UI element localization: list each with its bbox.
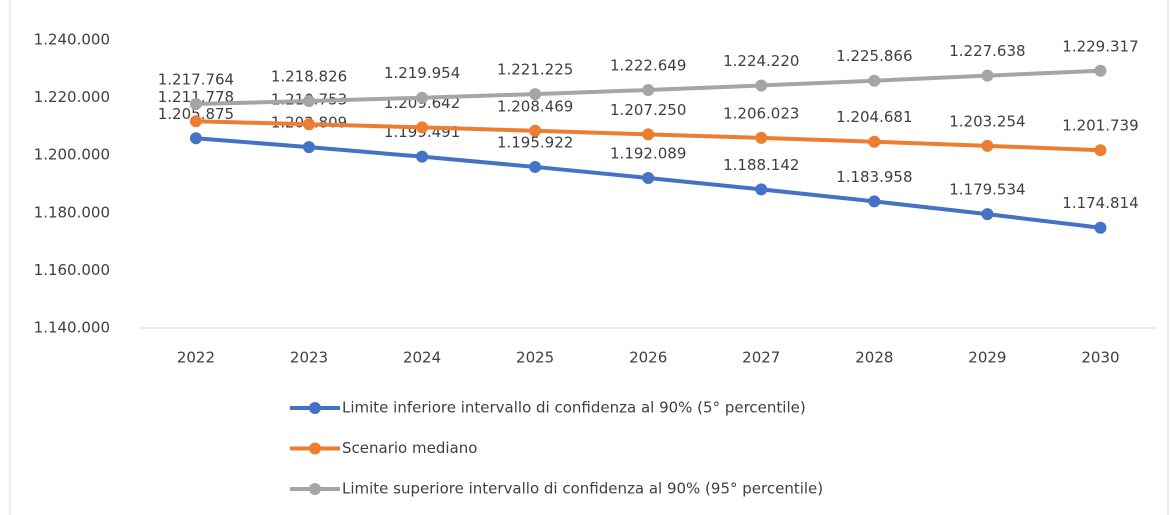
y-tick-label: 1.140.000 bbox=[34, 319, 110, 337]
data-label: 1.206.023 bbox=[723, 104, 799, 122]
data-point bbox=[529, 124, 542, 137]
legend-marker bbox=[309, 442, 321, 455]
x-tick-label: 2029 bbox=[968, 349, 1006, 367]
x-tick-label: 2024 bbox=[403, 349, 441, 367]
data-point bbox=[1094, 144, 1107, 157]
data-label: 1.207.250 bbox=[610, 101, 686, 119]
x-tick-label: 2030 bbox=[1081, 349, 1119, 367]
data-point bbox=[1094, 64, 1107, 77]
data-point bbox=[529, 88, 542, 101]
data-point bbox=[303, 141, 315, 154]
data-label: 1.205.875 bbox=[158, 105, 234, 123]
data-point bbox=[981, 69, 994, 82]
data-label: 1.211.778 bbox=[158, 88, 234, 106]
data-label: 1.225.866 bbox=[836, 47, 912, 65]
legend-label: Limite superiore intervallo di confidenz… bbox=[342, 480, 823, 498]
chart-frame bbox=[9, 0, 1169, 515]
data-point bbox=[303, 118, 315, 131]
x-tick-label: 2025 bbox=[516, 349, 554, 367]
data-point bbox=[755, 183, 768, 196]
data-label: 1.219.954 bbox=[384, 64, 460, 82]
x-tick-label: 2026 bbox=[629, 349, 667, 367]
data-label: 1.179.534 bbox=[949, 181, 1025, 199]
data-point bbox=[755, 79, 768, 92]
x-tick-label: 2022 bbox=[177, 349, 215, 367]
data-label: 1.195.922 bbox=[497, 133, 573, 151]
data-label: 1.201.739 bbox=[1062, 117, 1138, 135]
legend-marker bbox=[309, 402, 321, 414]
data-point bbox=[642, 128, 655, 141]
data-label: 1.218.826 bbox=[271, 67, 347, 85]
data-label: 1.203.254 bbox=[949, 112, 1025, 130]
y-tick-label: 1.180.000 bbox=[34, 203, 110, 221]
data-point bbox=[981, 139, 994, 152]
data-point bbox=[416, 121, 429, 134]
data-point bbox=[868, 135, 881, 148]
x-tick-label: 2028 bbox=[855, 349, 893, 367]
y-tick-label: 1.160.000 bbox=[34, 261, 110, 279]
data-label: 1.229.317 bbox=[1062, 37, 1138, 55]
data-label: 1.192.089 bbox=[610, 144, 686, 162]
data-point bbox=[868, 195, 881, 208]
data-label: 1.204.681 bbox=[836, 108, 912, 126]
data-point bbox=[189, 132, 202, 145]
data-point bbox=[1094, 221, 1107, 234]
x-tick-label: 2023 bbox=[290, 349, 328, 367]
data-label: 1.183.958 bbox=[836, 168, 912, 186]
y-tick-label: 1.220.000 bbox=[34, 88, 110, 106]
data-label: 1.227.638 bbox=[949, 42, 1025, 60]
data-label: 1.224.220 bbox=[723, 52, 799, 70]
data-label: 1.221.225 bbox=[497, 61, 573, 79]
data-label: 1.188.142 bbox=[723, 156, 799, 174]
y-tick-label: 1.200.000 bbox=[34, 146, 110, 164]
data-point bbox=[303, 94, 315, 107]
data-label: 1.222.649 bbox=[610, 56, 686, 74]
x-tick-label: 2027 bbox=[742, 349, 780, 367]
data-point bbox=[529, 160, 542, 173]
legend-label: Limite inferiore intervallo di confidenz… bbox=[342, 399, 806, 417]
legend-label: Scenario mediano bbox=[342, 439, 477, 457]
data-point bbox=[416, 91, 429, 104]
data-point bbox=[189, 115, 202, 128]
data-point bbox=[868, 74, 881, 87]
y-tick-label: 1.240.000 bbox=[34, 31, 110, 49]
data-label: 1.217.764 bbox=[158, 71, 234, 89]
data-point bbox=[416, 150, 429, 163]
data-point bbox=[642, 83, 655, 96]
legend-marker bbox=[309, 483, 321, 495]
data-label: 1.174.814 bbox=[1062, 194, 1138, 212]
data-point bbox=[189, 98, 202, 111]
data-point bbox=[642, 171, 655, 184]
data-label: 1.208.469 bbox=[497, 97, 573, 115]
data-point bbox=[755, 131, 768, 144]
data-point bbox=[981, 208, 994, 221]
